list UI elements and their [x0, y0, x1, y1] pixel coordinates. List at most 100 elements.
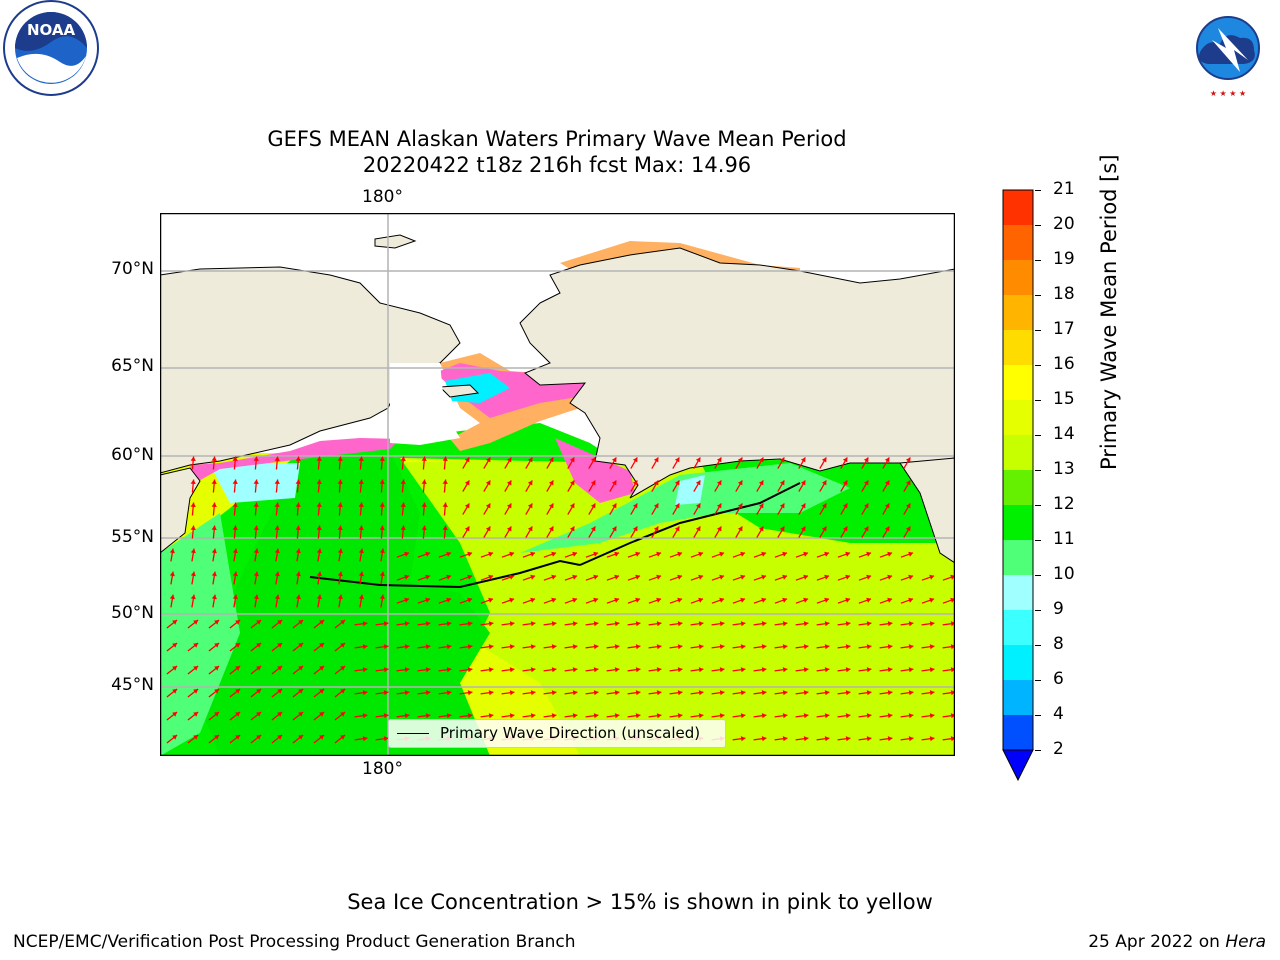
wave-arrow-head [316, 502, 322, 507]
wave-arrow-head [530, 597, 536, 603]
wave-arrow-head [530, 644, 536, 650]
wave-arrow-head [674, 526, 680, 532]
wave-arrow-head [446, 690, 452, 696]
wave-arrow-head [214, 712, 220, 717]
wave-arrow-head [698, 667, 704, 673]
wave-arrow-head [614, 644, 620, 650]
wave-arrow-head [446, 551, 452, 557]
colorbar-tick-mark [1035, 540, 1041, 541]
colorbar-tick-label: 9 [1053, 599, 1064, 619]
wave-arrow-head [358, 502, 364, 507]
wave-arrow-head [863, 503, 869, 509]
wave-arrow-head [887, 644, 893, 650]
wave-arrow-head [824, 551, 830, 557]
colorbar-tick-mark [1035, 610, 1041, 611]
wave-arrow-head [887, 690, 893, 696]
wave-arrow-head [593, 597, 599, 603]
wave-arrow-head [569, 457, 575, 463]
wave-arrow-head [677, 574, 683, 580]
colorbar-tick-mark [1035, 435, 1041, 436]
wave-arrow-head [887, 551, 893, 557]
wave-arrow-head [950, 690, 955, 696]
wave-arrow-head [467, 667, 473, 673]
wave-arrow-head [232, 594, 238, 600]
colorbar-segment [1003, 365, 1033, 400]
colorbar-tick-label: 11 [1053, 529, 1075, 549]
map-legend: Primary Wave Direction (unscaled) [388, 719, 726, 748]
wave-arrow-head [295, 525, 301, 530]
colorbar-tick-label: 21 [1053, 179, 1075, 199]
wave-arrow-head [298, 689, 304, 694]
wave-arrow-head [379, 571, 385, 577]
wave-arrow-head [232, 502, 238, 507]
colorbar-segment [1003, 295, 1033, 330]
wave-arrow-head [779, 480, 785, 486]
wave-arrow-head [256, 620, 262, 625]
wave-arrow-head [214, 620, 220, 625]
wave-arrow-head [446, 644, 452, 650]
wave-arrow-head [190, 525, 196, 530]
wave-arrow-head [632, 480, 638, 486]
wave-arrow-head [845, 574, 851, 580]
wave-arrow-head [698, 597, 704, 603]
wave-arrow-head [379, 525, 385, 530]
wave-arrow-head [887, 574, 893, 580]
wave-arrow-head [488, 644, 494, 650]
wave-arrow-head [379, 479, 385, 484]
wave-arrow-head [442, 479, 448, 484]
wave-arrow-head [253, 548, 259, 554]
wave-arrow-head [632, 503, 638, 509]
wave-arrow-head [190, 571, 196, 577]
wave-arrow-head [193, 620, 199, 625]
wave-arrow-head [740, 597, 746, 603]
colorbar-segment [1003, 470, 1033, 505]
wave-arrow-head [172, 735, 178, 740]
wave-arrow-head [908, 574, 914, 580]
wave-arrow-head [235, 643, 241, 648]
wave-arrow-head [887, 621, 893, 627]
wave-arrow-head [761, 644, 767, 650]
wave-arrow-head [488, 551, 494, 557]
wave-arrow-head [379, 502, 385, 507]
wave-arrow-head [779, 526, 785, 532]
wave-arrow-head [316, 456, 322, 461]
wave-arrow-head [635, 574, 641, 580]
wave-arrow-head [803, 644, 809, 650]
wave-arrow-head [169, 594, 175, 600]
wave-arrow-head [214, 643, 220, 648]
wave-arrow-head [485, 526, 491, 532]
wave-arrow-head [256, 689, 262, 694]
wave-arrow-head [421, 525, 427, 530]
wave-arrow-head [530, 690, 536, 696]
wave-arrow-head [950, 736, 955, 742]
wave-arrow-head [782, 690, 788, 696]
wave-arrow-head [319, 689, 325, 694]
wave-arrow-head [656, 621, 662, 627]
colorbar-tick-mark [1035, 680, 1041, 681]
wave-arrow-head [425, 713, 431, 719]
wave-arrow-head [193, 712, 199, 717]
wave-arrow-head [316, 571, 322, 577]
wave-arrow-head [551, 574, 557, 580]
wave-arrow-head [404, 713, 410, 719]
colorbar-tick-mark [1035, 225, 1041, 226]
wave-arrow-head [761, 667, 767, 673]
wave-arrow-head [716, 480, 722, 486]
wave-arrow-head [337, 502, 343, 507]
wave-arrow-head [530, 551, 536, 557]
wave-arrow-head [362, 644, 368, 650]
wave-arrow-head [695, 503, 701, 509]
wave-arrow-head [758, 480, 764, 486]
wave-arrow-head [653, 526, 659, 532]
wave-arrow-head [379, 456, 385, 461]
wave-arrow-head [421, 479, 427, 484]
wave-arrow-head [548, 503, 554, 509]
wave-arrow-head [404, 667, 410, 673]
wave-arrow-head [656, 690, 662, 696]
wave-arrow-head [425, 574, 431, 580]
wave-arrow-head [845, 621, 851, 627]
wave-arrow-head [509, 667, 515, 673]
wave-arrow-head [169, 548, 175, 554]
wave-arrow-head [803, 690, 809, 696]
lon-label-bottom: 180° [362, 759, 403, 779]
